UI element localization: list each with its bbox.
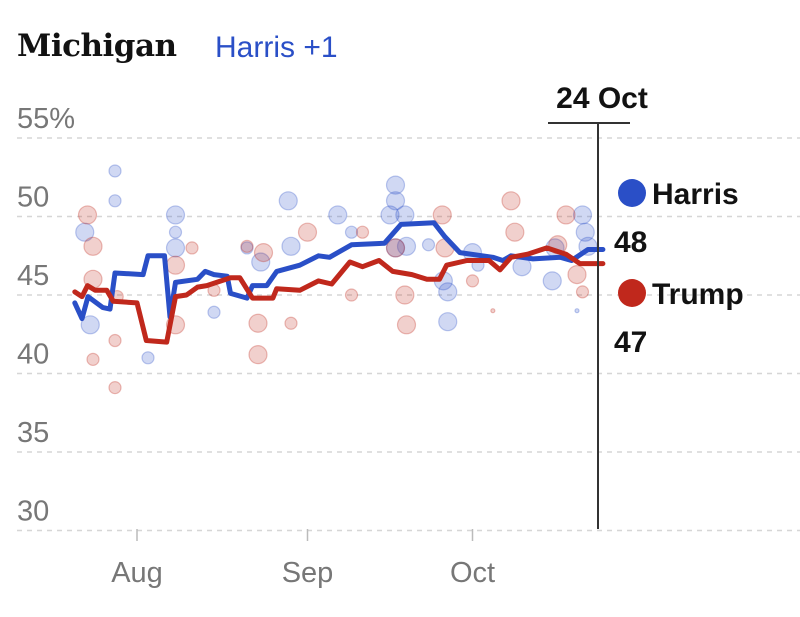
poll-dot-trump <box>77 205 98 225</box>
poll-dot-harris <box>380 205 400 225</box>
legend-dot-harris <box>618 179 646 207</box>
poll-dot-trump <box>355 225 370 239</box>
lead-label: Harris +1 <box>215 31 338 64</box>
poll-dot-trump <box>240 239 254 253</box>
poll-dot-harris <box>240 241 254 255</box>
date-marker-label: 24 Oct <box>556 82 648 115</box>
poll-dot-trump <box>284 316 298 330</box>
poll-dot-trump <box>185 241 199 255</box>
poll-dot-trump <box>165 255 186 275</box>
poll-dot-trump <box>86 352 100 366</box>
y-tick-label: 30 <box>17 496 49 528</box>
poll-dot-harris <box>207 305 221 319</box>
gridlines <box>17 137 800 532</box>
poll-dot-trump <box>575 285 590 299</box>
poll-dot-trump <box>432 205 452 225</box>
legend-value-harris: 48 <box>614 226 647 259</box>
poll-dot-harris <box>385 238 406 258</box>
poll-dot-harris <box>108 194 122 208</box>
trend-lines <box>72 220 606 345</box>
poll-dot-harris <box>251 252 271 272</box>
poll-dot-trump <box>567 264 587 285</box>
poll-dot-harris <box>165 205 186 225</box>
x-tick-label: Oct <box>450 557 495 589</box>
poll-dot-harris <box>395 205 415 225</box>
poll-dot-trump <box>396 315 417 335</box>
poll-dot-trump <box>505 222 525 242</box>
poll-dots <box>75 164 598 395</box>
poll-dot-trump <box>83 236 103 256</box>
poll-dot-harris <box>575 222 595 242</box>
poll-dot-trump <box>108 381 122 395</box>
poll-dot-harris <box>385 191 406 211</box>
poll-dot-harris <box>168 225 183 239</box>
x-tick-label: Aug <box>111 557 163 589</box>
legend-name-trump: Trump <box>652 278 744 311</box>
poll-dot-harris <box>574 308 580 314</box>
poll-dot-harris <box>438 282 458 302</box>
poll-dot-trump <box>248 345 268 365</box>
poll-dot-harris <box>75 222 95 242</box>
poll-dot-harris <box>572 205 593 225</box>
y-tick-label: 40 <box>17 339 49 371</box>
axes: 30 35 40 45 50 55% Aug Sep Oct 24 Oct <box>17 82 648 589</box>
poll-dot-harris <box>108 164 122 178</box>
poll-dot-trump <box>344 288 359 302</box>
poll-dot-harris <box>542 271 562 291</box>
poll-dot-trump <box>248 313 268 333</box>
x-tick-label: Sep <box>282 557 334 589</box>
poll-dot-trump <box>385 238 406 258</box>
y-tick-label: 45 <box>17 260 49 292</box>
legend-dot-trump <box>618 279 646 307</box>
trend-line-harris <box>72 220 606 322</box>
poll-dot-harris <box>396 236 417 256</box>
poll-dot-trump <box>108 333 122 348</box>
chart-title: Michigan <box>17 28 177 64</box>
poll-dot-trump <box>465 274 480 288</box>
poll-dot-trump <box>297 222 318 242</box>
trend-line-trump <box>72 245 606 345</box>
poll-dot-harris <box>438 312 458 332</box>
poll-dot-harris <box>344 225 359 239</box>
legend-value-trump: 47 <box>614 326 647 359</box>
poll-dot-harris <box>165 238 186 258</box>
poll-dot-trump <box>395 285 415 305</box>
poll-dot-trump <box>490 308 496 314</box>
poll-dot-harris <box>281 236 301 256</box>
poll-dot-harris <box>328 205 348 225</box>
poll-dot-harris <box>421 238 436 252</box>
poll-dot-harris <box>80 315 100 335</box>
legend-name-harris: Harris <box>652 178 739 211</box>
y-tick-label: 50 <box>17 182 49 214</box>
y-tick-label: 35 <box>17 417 49 449</box>
poll-dot-trump <box>253 243 274 263</box>
poll-dot-harris <box>385 175 406 195</box>
poll-dot-trump <box>501 191 521 211</box>
poll-dot-harris <box>278 191 298 211</box>
poll-dot-harris <box>141 351 155 365</box>
poll-dot-trump <box>556 205 576 225</box>
y-tick-label: 55% <box>17 103 75 135</box>
